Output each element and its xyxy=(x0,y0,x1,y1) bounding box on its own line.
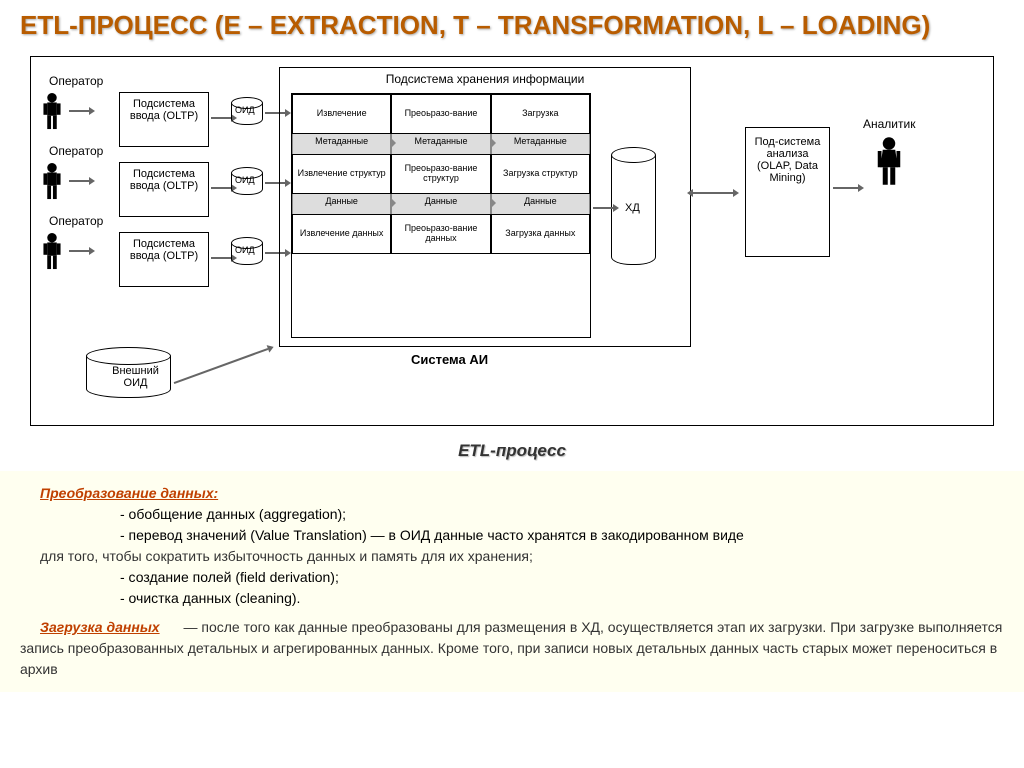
analysis-box: Под-система анализа (OLAP, Data Mining) xyxy=(745,127,830,257)
info-line: - очистка данных (cleaning). xyxy=(120,588,1004,609)
info-line: - перевод значений (Value Translation) —… xyxy=(120,525,1004,546)
grid-cell: Загрузка данных xyxy=(491,214,590,254)
grid-cell: Извлечение структур xyxy=(292,154,391,194)
grid-cell: Извлечение xyxy=(292,94,391,134)
band-cell: Метаданные xyxy=(491,134,590,154)
grid-cell: Преоьразо-вание данных xyxy=(391,214,490,254)
operator-label: Оператор xyxy=(49,214,103,228)
oltp-column: Подсистема ввода (OLTP) Подсистема ввода… xyxy=(119,92,209,302)
band-cell: Данные xyxy=(292,194,391,214)
band-cell: Метаданные xyxy=(391,134,490,154)
ai-system-label: Система АИ xyxy=(411,352,488,367)
grid-cell: Преоьразо-вание xyxy=(391,94,490,134)
grid-cell: Загрузка структур xyxy=(491,154,590,194)
info-heading: Загрузка данных xyxy=(40,619,160,635)
info-heading: Преобразование данных: xyxy=(40,485,218,501)
oltp-box: Подсистема ввода (OLTP) xyxy=(119,162,209,217)
subtitle: ETL-процесс xyxy=(0,431,1024,471)
analyst: Аналитик xyxy=(863,117,915,186)
storage-title: Подсистема хранения информации xyxy=(280,68,690,90)
person-icon xyxy=(41,232,63,270)
info-line: - создание полей (field derivation); xyxy=(120,567,1004,588)
external-oid-cylinder: Внешний ОИД xyxy=(86,347,171,402)
operator-label: Оператор xyxy=(49,144,103,158)
oltp-box: Подсистема ввода (OLTP) xyxy=(119,232,209,287)
page-title: ETL-ПРОЦЕСС (E – EXTRACTION, T – TRANSFO… xyxy=(0,0,1024,51)
grid-cell: Загрузка xyxy=(491,94,590,134)
cylinder-icon: ОИД xyxy=(231,237,263,267)
etl-diagram: Оператор Оператор Оператор Подсистема вв… xyxy=(30,56,994,426)
cylinder-icon: ОИД xyxy=(231,167,263,197)
grid-cell: Преоьразо-вание структур xyxy=(391,154,490,194)
person-icon xyxy=(41,92,63,130)
grid-cell: Извлечение данных xyxy=(292,214,391,254)
band-cell: Данные xyxy=(491,194,590,214)
band-cell: Данные xyxy=(391,194,490,214)
person-icon xyxy=(41,162,63,200)
etl-grid: Извлечение Преоьразо-вание Загрузка Мета… xyxy=(291,93,591,338)
info-panel: Преобразование данных: - обобщение данны… xyxy=(0,471,1024,692)
info-line: для того, чтобы сократить избыточность д… xyxy=(40,546,1004,567)
info-text: — после того как данные преобразованы дл… xyxy=(20,619,1002,677)
operator-label: Оператор xyxy=(49,74,103,88)
band-cell: Метаданные xyxy=(292,134,391,154)
operators-column: Оператор Оператор Оператор xyxy=(41,92,63,302)
person-icon xyxy=(874,136,904,186)
oltp-box: Подсистема ввода (OLTP) xyxy=(119,92,209,147)
oid-column: ОИД ОИД ОИД xyxy=(231,97,263,307)
cylinder-icon: ОИД xyxy=(231,97,263,127)
info-line: - обобщение данных (aggregation); xyxy=(120,504,1004,525)
